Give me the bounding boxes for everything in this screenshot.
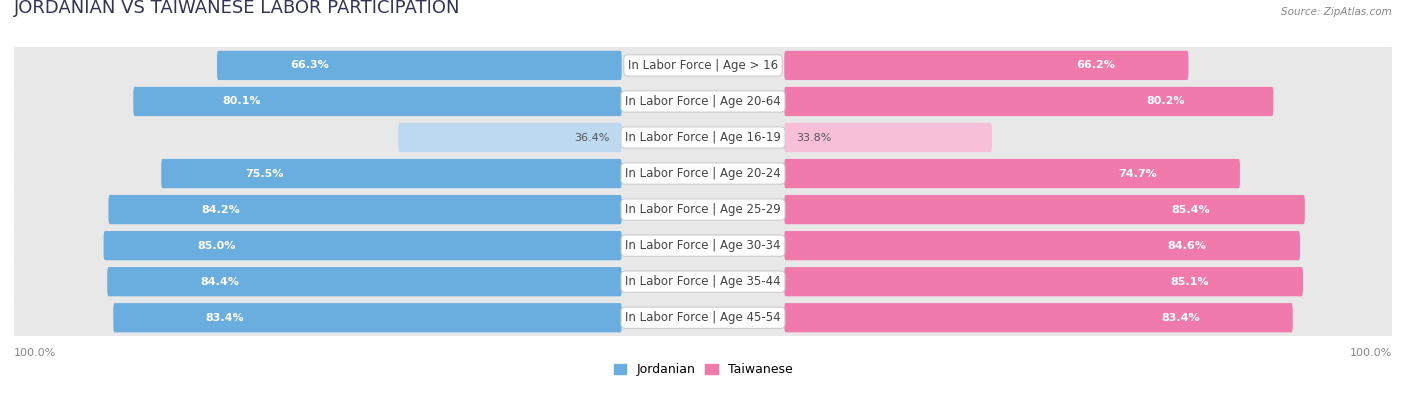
FancyBboxPatch shape [14, 215, 1392, 276]
FancyBboxPatch shape [785, 51, 1188, 80]
Text: 100.0%: 100.0% [14, 348, 56, 358]
FancyBboxPatch shape [114, 303, 621, 332]
Legend: Jordanian, Taiwanese: Jordanian, Taiwanese [609, 358, 797, 382]
Text: In Labor Force | Age 30-34: In Labor Force | Age 30-34 [626, 239, 780, 252]
Text: 83.4%: 83.4% [1161, 313, 1201, 323]
Text: 84.4%: 84.4% [201, 276, 239, 287]
FancyBboxPatch shape [785, 267, 1303, 296]
Text: 80.2%: 80.2% [1146, 96, 1184, 107]
FancyBboxPatch shape [398, 123, 621, 152]
Text: 84.6%: 84.6% [1167, 241, 1206, 251]
FancyBboxPatch shape [14, 35, 1392, 96]
Text: 100.0%: 100.0% [1350, 348, 1392, 358]
Text: 83.4%: 83.4% [205, 313, 245, 323]
Text: JORDANIAN VS TAIWANESE LABOR PARTICIPATION: JORDANIAN VS TAIWANESE LABOR PARTICIPATI… [14, 0, 461, 17]
FancyBboxPatch shape [785, 87, 1274, 116]
FancyBboxPatch shape [162, 159, 621, 188]
Text: 85.4%: 85.4% [1171, 205, 1211, 214]
Text: 66.3%: 66.3% [291, 60, 329, 70]
Text: In Labor Force | Age > 16: In Labor Force | Age > 16 [628, 59, 778, 72]
Text: 85.0%: 85.0% [198, 241, 236, 251]
Text: 36.4%: 36.4% [575, 132, 610, 143]
Text: 33.8%: 33.8% [796, 132, 831, 143]
FancyBboxPatch shape [104, 231, 621, 260]
Text: 66.2%: 66.2% [1076, 60, 1115, 70]
FancyBboxPatch shape [134, 87, 621, 116]
Text: 75.5%: 75.5% [245, 169, 284, 179]
Text: In Labor Force | Age 45-54: In Labor Force | Age 45-54 [626, 311, 780, 324]
FancyBboxPatch shape [217, 51, 621, 80]
FancyBboxPatch shape [14, 143, 1392, 204]
FancyBboxPatch shape [785, 231, 1301, 260]
Text: In Labor Force | Age 35-44: In Labor Force | Age 35-44 [626, 275, 780, 288]
Text: In Labor Force | Age 16-19: In Labor Force | Age 16-19 [626, 131, 780, 144]
FancyBboxPatch shape [108, 195, 621, 224]
FancyBboxPatch shape [785, 123, 993, 152]
Text: In Labor Force | Age 20-64: In Labor Force | Age 20-64 [626, 95, 780, 108]
Text: In Labor Force | Age 20-24: In Labor Force | Age 20-24 [626, 167, 780, 180]
FancyBboxPatch shape [785, 195, 1305, 224]
Text: 85.1%: 85.1% [1170, 276, 1209, 287]
Text: 84.2%: 84.2% [201, 205, 240, 214]
FancyBboxPatch shape [107, 267, 621, 296]
FancyBboxPatch shape [14, 288, 1392, 348]
FancyBboxPatch shape [785, 303, 1292, 332]
Text: 74.7%: 74.7% [1118, 169, 1157, 179]
FancyBboxPatch shape [14, 251, 1392, 312]
Text: Source: ZipAtlas.com: Source: ZipAtlas.com [1281, 7, 1392, 17]
FancyBboxPatch shape [14, 107, 1392, 168]
FancyBboxPatch shape [14, 179, 1392, 240]
FancyBboxPatch shape [785, 159, 1240, 188]
FancyBboxPatch shape [14, 71, 1392, 132]
Text: In Labor Force | Age 25-29: In Labor Force | Age 25-29 [626, 203, 780, 216]
Text: 80.1%: 80.1% [222, 96, 260, 107]
